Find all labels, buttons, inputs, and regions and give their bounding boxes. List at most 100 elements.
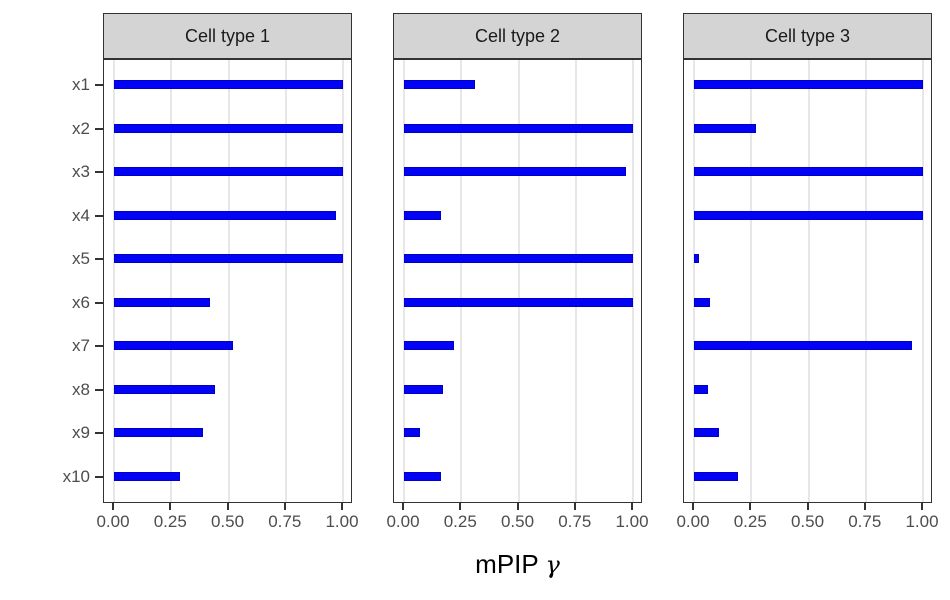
bar bbox=[404, 341, 455, 351]
x-gridline bbox=[342, 60, 344, 502]
x-tick-label: 0.00 bbox=[96, 512, 130, 531]
x-tick-label: 0.75 bbox=[268, 512, 302, 531]
bar bbox=[114, 210, 337, 220]
x-gridline bbox=[170, 60, 173, 502]
y-tick-label: x8 bbox=[72, 379, 90, 399]
x-tick bbox=[226, 503, 229, 510]
x-tick-label: 1.00 bbox=[615, 512, 649, 531]
x-gridline bbox=[227, 60, 230, 502]
x-gridline bbox=[807, 60, 810, 502]
x-tick-label: 0.50 bbox=[210, 512, 245, 531]
x-tick-label: 0.25 bbox=[153, 512, 187, 531]
bar bbox=[694, 210, 923, 220]
bar bbox=[114, 80, 343, 90]
y-tick bbox=[95, 432, 103, 435]
bar bbox=[114, 297, 211, 307]
bar bbox=[694, 167, 923, 177]
x-gridline bbox=[284, 60, 287, 502]
facet-strip-label: Cell type 3 bbox=[764, 25, 851, 46]
y-tick-label: x5 bbox=[72, 249, 90, 269]
facet-strip: Cell type 2 bbox=[393, 13, 642, 59]
x-tick-label: 1.00 bbox=[905, 512, 939, 531]
bar bbox=[404, 428, 421, 438]
x-tick bbox=[863, 503, 866, 510]
facet-strip-label: Cell type 1 bbox=[184, 25, 271, 46]
y-tick-label: x9 bbox=[72, 423, 90, 443]
x-tick bbox=[112, 503, 114, 510]
x-tick bbox=[459, 503, 462, 510]
bar bbox=[694, 341, 912, 351]
bar bbox=[114, 428, 204, 438]
bar bbox=[404, 254, 633, 264]
x-gridline bbox=[632, 60, 634, 502]
x-axis-title-main: mPIP bbox=[475, 549, 539, 579]
x-gridline bbox=[113, 60, 115, 502]
x-tick bbox=[169, 503, 172, 510]
x-tick bbox=[283, 503, 286, 510]
bar bbox=[694, 384, 708, 394]
x-tick-label: 0.00 bbox=[386, 512, 420, 531]
x-tick-label: 0.75 bbox=[848, 512, 882, 531]
x-tick bbox=[631, 503, 633, 510]
bar bbox=[114, 471, 181, 481]
bar bbox=[404, 210, 441, 220]
y-tick bbox=[95, 475, 103, 478]
x-tick-label: 0.00 bbox=[676, 512, 710, 531]
x-tick-label: 0.25 bbox=[733, 512, 767, 531]
bar bbox=[114, 384, 215, 394]
x-axis-title: mPIP γ bbox=[103, 549, 932, 580]
bar bbox=[404, 80, 475, 90]
y-tick bbox=[95, 301, 103, 304]
bar bbox=[404, 471, 441, 481]
x-gridline bbox=[460, 60, 463, 502]
x-tick bbox=[573, 503, 576, 510]
bar bbox=[114, 167, 343, 177]
x-axis-title-symbol: γ bbox=[545, 551, 560, 579]
y-tick bbox=[95, 258, 103, 261]
x-gridline bbox=[574, 60, 577, 502]
bar bbox=[114, 341, 234, 351]
x-gridline bbox=[750, 60, 753, 502]
facet-panel bbox=[393, 59, 642, 503]
y-tick-label: x6 bbox=[72, 292, 90, 312]
x-tick-label: 1.00 bbox=[325, 512, 359, 531]
y-tick bbox=[95, 84, 103, 87]
x-tick bbox=[341, 503, 343, 510]
facet-strip: Cell type 1 bbox=[103, 13, 352, 59]
facet-panel bbox=[103, 59, 352, 503]
bar bbox=[404, 167, 627, 177]
y-tick bbox=[95, 388, 103, 391]
y-tick-label: x1 bbox=[72, 75, 90, 95]
y-tick-label: x2 bbox=[72, 118, 90, 138]
x-gridline bbox=[864, 60, 867, 502]
y-tick-label: x7 bbox=[72, 336, 90, 356]
y-tick bbox=[95, 345, 103, 348]
x-tick-label: 0.25 bbox=[443, 512, 477, 531]
bar bbox=[694, 123, 756, 133]
bar bbox=[694, 297, 711, 307]
x-tick bbox=[516, 503, 519, 510]
bar bbox=[694, 254, 699, 264]
facet-strip: Cell type 3 bbox=[683, 13, 932, 59]
x-tick-label: 0.75 bbox=[558, 512, 592, 531]
y-tick bbox=[95, 171, 103, 174]
bar bbox=[114, 254, 343, 264]
x-tick-label: 0.50 bbox=[790, 512, 825, 531]
y-tick-label: x4 bbox=[72, 205, 90, 225]
bar bbox=[694, 471, 738, 481]
y-tick-label: x10 bbox=[62, 466, 90, 486]
y-tick bbox=[95, 127, 103, 130]
facet-strip-label: Cell type 2 bbox=[474, 25, 561, 46]
x-tick bbox=[806, 503, 809, 510]
y-tick-label: x3 bbox=[72, 162, 90, 182]
bar bbox=[404, 123, 633, 133]
facet-panel bbox=[683, 59, 932, 503]
bar bbox=[404, 297, 633, 307]
x-gridline bbox=[922, 60, 924, 502]
x-gridline bbox=[693, 60, 695, 502]
x-tick bbox=[402, 503, 404, 510]
bar bbox=[404, 384, 443, 394]
x-tick-label: 0.50 bbox=[500, 512, 535, 531]
bar bbox=[114, 123, 343, 133]
